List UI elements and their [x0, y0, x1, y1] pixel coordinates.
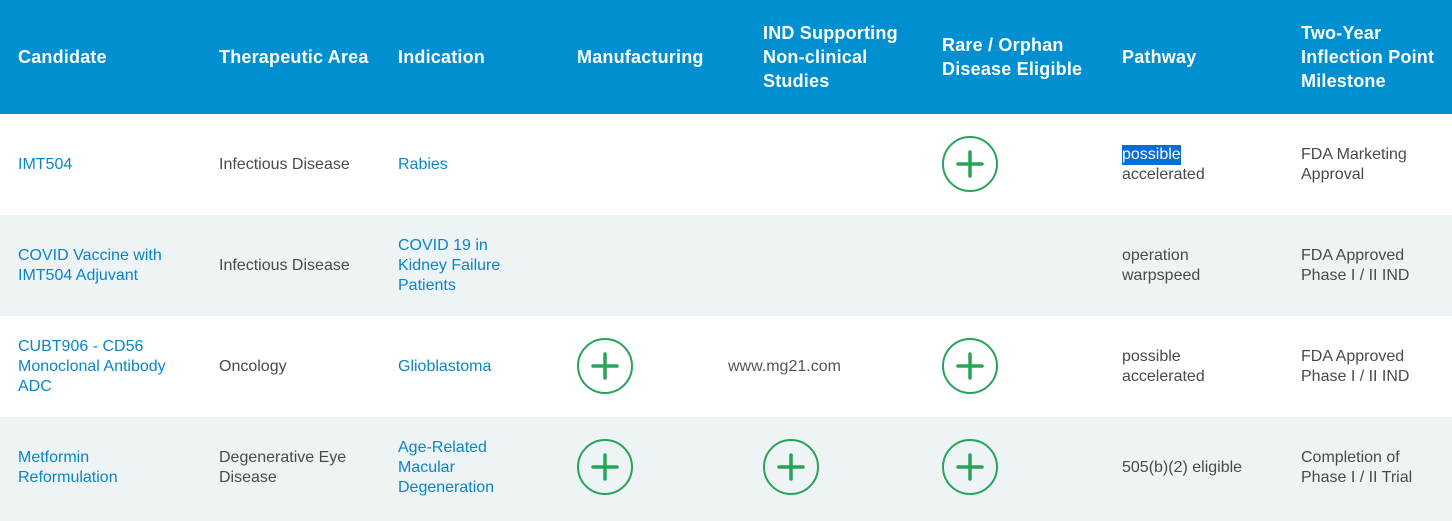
candidate-link[interactable]: CUBT906 - CD56 Monoclonal Antibody ADC [18, 337, 166, 395]
indication-link[interactable]: Age-Related Macular Degeneration [398, 438, 495, 496]
candidate-link[interactable]: IMT504 [18, 155, 73, 173]
pathway: 505(b)(2) eligible [1122, 458, 1243, 476]
candidate-link[interactable]: COVID Vaccine with IMT504 Adjuvant [18, 246, 162, 284]
header-therapeutic-area: Therapeutic Area [219, 47, 369, 67]
header-pathway: Pathway [1122, 47, 1197, 67]
header-milestone: Two-Year Inflection Point Milestone [1301, 23, 1435, 91]
header-indication: Indication [398, 47, 485, 67]
therapeutic-area: Degenerative Eye Disease [219, 448, 347, 486]
header-ind-studies: IND Supporting Non-clinical Studies [763, 23, 898, 91]
pathway: possible accelerated [1122, 347, 1205, 385]
plus-circle-icon [577, 338, 633, 394]
pathway: possible accelerated [1122, 114, 1282, 215]
table-row: IMT504 Infectious Disease Rabies possibl… [0, 114, 1452, 215]
indication-link[interactable]: Glioblastoma [398, 357, 492, 375]
candidate-link[interactable]: Metformin Reformulation [18, 448, 118, 486]
indication-link[interactable]: Rabies [398, 155, 448, 173]
therapeutic-area: Oncology [219, 357, 287, 375]
plus-circle-icon [577, 439, 633, 495]
plus-circle-icon [942, 338, 998, 394]
pathway: operation warpspeed [1122, 246, 1201, 284]
milestone: FDA Approved Phase I / II IND [1301, 347, 1410, 385]
therapeutic-area: Infectious Disease [219, 256, 350, 274]
table-row: COVID Vaccine with IMT504 Adjuvant Infec… [0, 215, 1452, 316]
indication-link[interactable]: COVID 19 in Kidney Failure Patients [398, 236, 501, 294]
header-orphan-eligible: Rare / Orphan Disease Eligible [942, 35, 1083, 79]
header-candidate: Candidate [18, 47, 107, 67]
milestone: Completion of Phase I / II Trial [1301, 448, 1413, 486]
milestone: FDA Approved Phase I / II IND [1301, 246, 1410, 284]
plus-circle-icon [763, 439, 819, 495]
plus-circle-icon [942, 136, 998, 192]
milestone: FDA Marketing Approval [1301, 145, 1407, 183]
pathway-text: accelerated [1122, 165, 1205, 183]
table-row: Metformin Reformulation Degenerative Eye… [0, 417, 1452, 521]
table-row: CUBT906 - CD56 Monoclonal Antibody ADC O… [0, 316, 1452, 417]
pathway-selected-text[interactable]: possible [1122, 144, 1181, 165]
table-header: Candidate Therapeutic Area Indication Ma… [0, 0, 1452, 114]
header-manufacturing: Manufacturing [577, 47, 704, 67]
plus-circle-icon [942, 439, 998, 495]
watermark-text: www.mg21.com [728, 357, 841, 375]
therapeutic-area: Infectious Disease [219, 155, 350, 173]
